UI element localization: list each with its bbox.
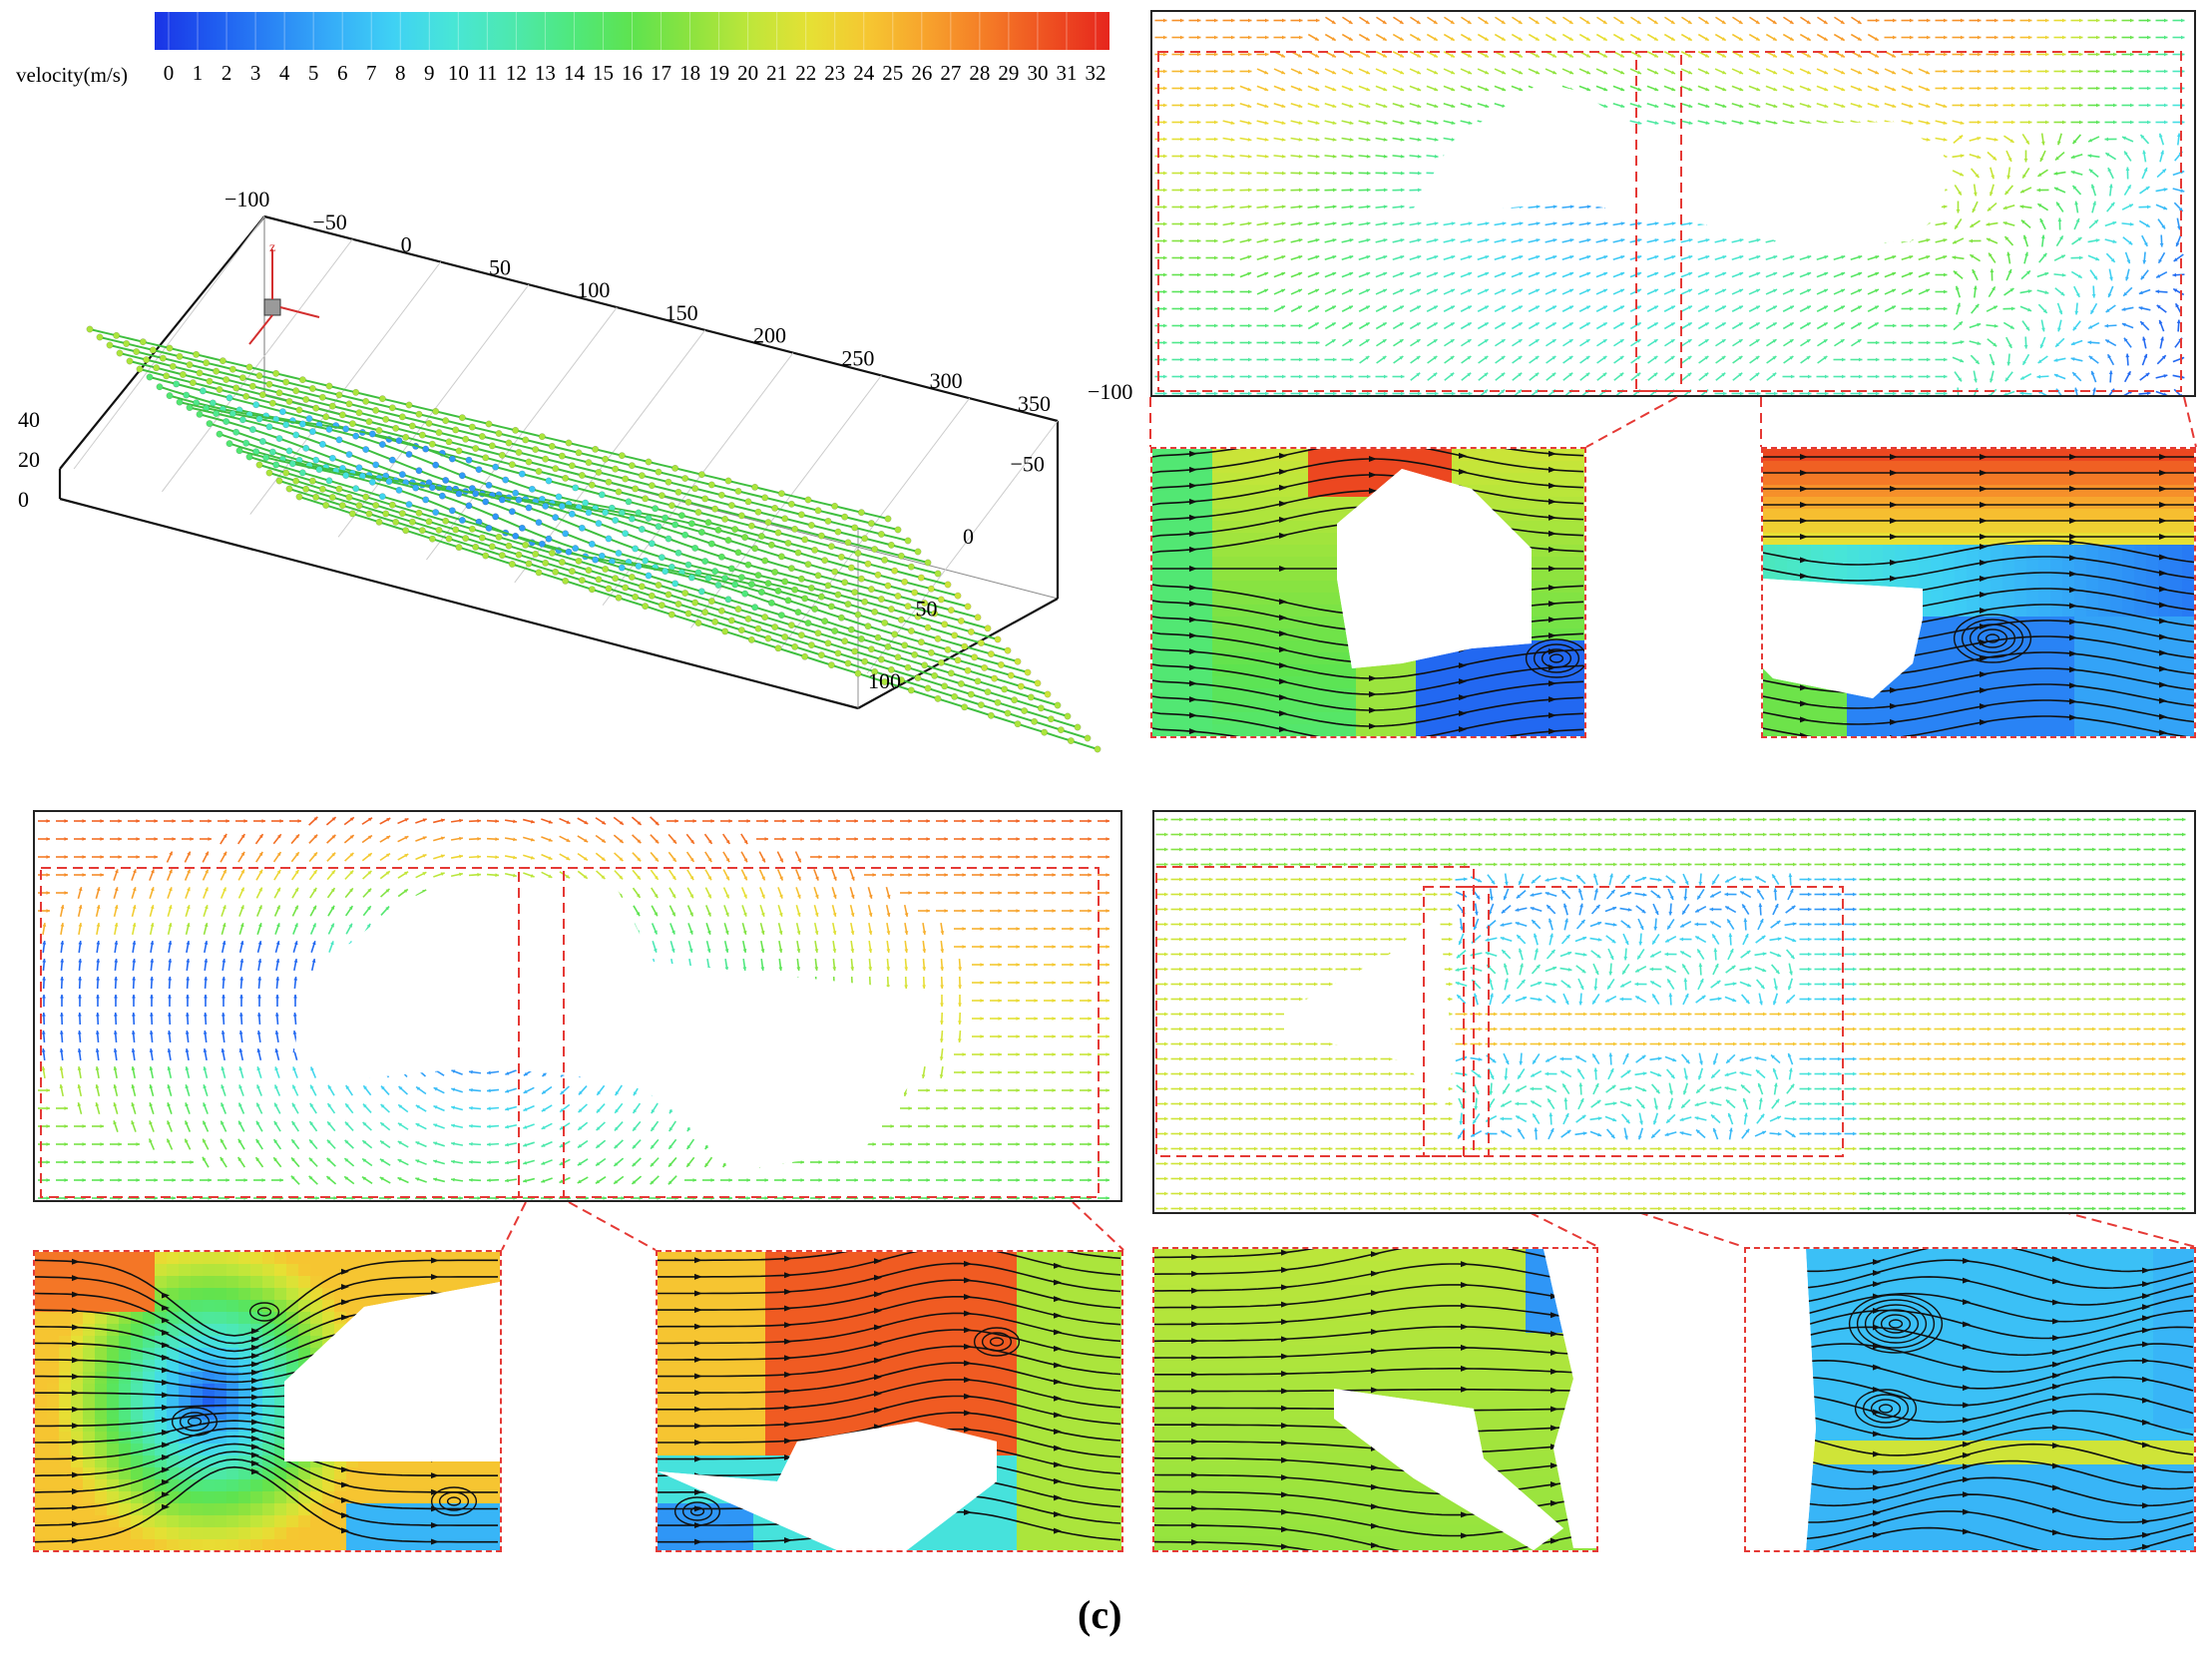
streamline-zoom-bottom-left-left (33, 1250, 502, 1552)
colorbar-tick-label: 9 (424, 61, 435, 85)
colorbar-tick-label: 2 (221, 61, 232, 85)
colorbar-tick-label: 13 (535, 61, 556, 85)
z-axis-tick-label: 20 (18, 447, 40, 472)
colorbar-tick-label: 30 (1027, 61, 1048, 85)
colorbar-tick-label: 25 (882, 61, 903, 85)
colorbar-tick-label: 32 (1086, 61, 1106, 85)
colorbar-tick-label: 22 (795, 61, 816, 85)
x-axis-tick-label: 0 (401, 232, 412, 257)
colorbar-tick-label: 16 (622, 61, 643, 85)
colorbar-tick-label: 6 (337, 61, 348, 85)
colorbar-tick-label: 11 (477, 61, 497, 85)
plot-3d: −100 −50 0 50 100 150 200 250 300 350 −100 −50 0 50 10… (0, 180, 1137, 768)
colorbar-tick-label: 4 (279, 61, 290, 85)
colorbar: 0 1 2 3 4 5 6 7 8 9 10 11 12 13 14 15 16 17 18 19 20 21 22 23 24… (10, 8, 1117, 93)
x-axis-tick-label: 300 (930, 368, 963, 393)
figure-caption: (c) (1078, 1592, 1122, 1637)
colorbar-tick-label: 29 (998, 61, 1019, 85)
colorbar-tick-label: 12 (506, 61, 527, 85)
y-axis-tick-label: −100 (1088, 379, 1132, 404)
colorbar-tick-label: 10 (448, 61, 469, 85)
x-axis-tick-label: −50 (312, 209, 346, 234)
colorbar-tick-label: 31 (1056, 61, 1077, 85)
colorbar-tick-label: 23 (824, 61, 845, 85)
x-axis-tick-label: 350 (1018, 391, 1051, 416)
vector-field-top-right (1150, 10, 2196, 397)
y-axis-tick-label: 50 (916, 597, 938, 621)
streamline-zoom-top-right-right (1761, 447, 2196, 738)
colorbar-tick-label: 14 (564, 61, 586, 85)
colorbar-tick-label: 27 (940, 61, 961, 85)
streamline-zoom-bottom-left-right (656, 1250, 1123, 1552)
reference-cube-icon (248, 249, 320, 345)
colorbar-tick-label: 26 (911, 61, 932, 85)
streamline-zoom-bottom-right-left (1152, 1247, 1598, 1552)
x-axis-tick-label: 50 (489, 254, 511, 279)
x-axis-tick-label: −100 (224, 187, 269, 211)
colorbar-tick-label: 21 (766, 61, 787, 85)
colorbar-tick-label: 0 (164, 61, 175, 85)
colorbar-tick-label: 8 (395, 61, 406, 85)
colorbar-tick-label: 17 (651, 61, 671, 85)
colorbar-gradient: 0 1 2 3 4 5 6 7 8 9 10 11 12 13 14 15 16 17 18 19 20 21 22 23 24… (155, 12, 1109, 85)
y-axis-tick-label: 0 (963, 524, 974, 549)
streamline-zoom-top-right-left (1150, 447, 1586, 738)
x-axis-tick-label: 150 (665, 300, 698, 325)
colorbar-tick-label: 19 (708, 61, 729, 85)
colorbar-tick-label: 20 (737, 61, 758, 85)
colorbar-tick-label: 1 (193, 61, 204, 85)
vector-field-bottom-right (1152, 810, 2196, 1214)
colorbar-tick-label: 15 (593, 61, 614, 85)
z-axis-tick-label: 40 (18, 407, 40, 432)
colorbar-label: velocity(m/s) (16, 63, 128, 87)
y-axis-tick-label: 100 (868, 668, 901, 693)
colorbar-tick-label: 28 (969, 61, 990, 85)
x-axis-tick-label: 200 (753, 323, 786, 348)
streamline-zoom-bottom-right-right (1744, 1247, 2196, 1552)
colorbar-tick-label: 5 (308, 61, 319, 85)
z-axis-letter: z (269, 240, 275, 255)
x-axis-tick-label: 250 (841, 345, 874, 370)
colorbar-tick-label: 3 (250, 61, 261, 85)
z-axis-tick-label: 0 (18, 487, 29, 512)
vector-field-bottom-left (33, 810, 1122, 1202)
colorbar-tick-label: 7 (366, 61, 377, 85)
y-axis-tick-label: −50 (1011, 452, 1045, 477)
x-axis-tick-label: 100 (577, 277, 610, 302)
colorbar-tick-label: 24 (853, 61, 875, 85)
colorbar-tick-label: 18 (679, 61, 700, 85)
